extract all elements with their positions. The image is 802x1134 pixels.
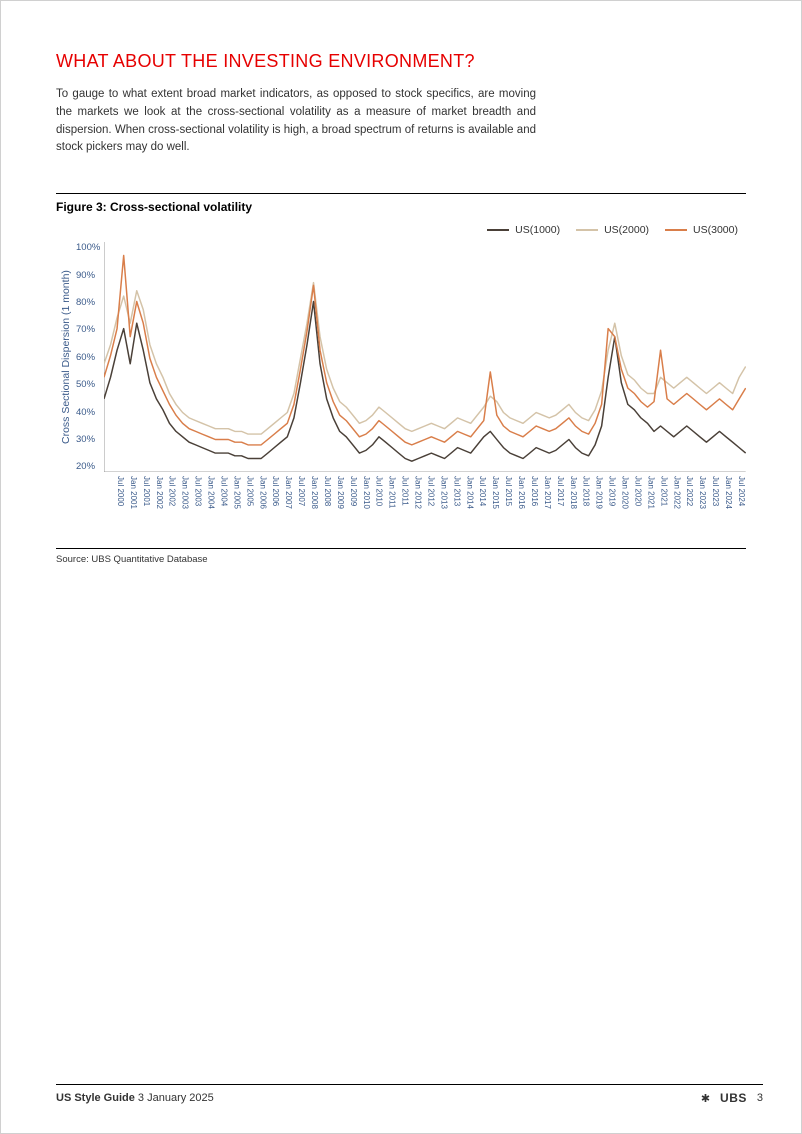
x-tick: Jul 2002	[164, 476, 177, 536]
x-tick: Jul 2011	[397, 476, 410, 536]
x-tick: Jul 2004	[216, 476, 229, 536]
x-tick: Jan 2005	[228, 476, 241, 536]
x-tick: Jan 2006	[254, 476, 267, 536]
chart-series-line	[104, 302, 746, 462]
x-tick: Jul 2023	[707, 476, 720, 536]
footer-right: ✱ UBS 3	[701, 1091, 763, 1105]
x-tick: Jul 2003	[190, 476, 203, 536]
x-tick: Jul 2007	[293, 476, 306, 536]
x-tick: Jan 2007	[280, 476, 293, 536]
section-heading: WHAT ABOUT THE INVESTING ENVIRONMENT?	[56, 51, 746, 72]
x-tick: Jan 2019	[591, 476, 604, 536]
x-tick: Jul 2018	[578, 476, 591, 536]
legend-swatch	[665, 229, 687, 231]
x-tick: Jul 2000	[112, 476, 125, 536]
x-tick: Jan 2020	[617, 476, 630, 536]
x-tick: Jan 2016	[513, 476, 526, 536]
ubs-keys-icon: ✱	[701, 1092, 710, 1105]
y-tick: 60%	[76, 352, 100, 363]
x-tick: Jan 2024	[720, 476, 733, 536]
y-tick: 20%	[76, 461, 100, 472]
page-footer: US Style Guide 3 January 2025 ✱ UBS 3	[56, 1084, 763, 1105]
x-tick: Jan 2018	[565, 476, 578, 536]
y-tick: 50%	[76, 379, 100, 390]
x-tick: Jan 2013	[435, 476, 448, 536]
chart-container: US(1000) US(2000) US(3000) Cross Sectional…	[56, 224, 746, 536]
y-tick: 70%	[76, 324, 100, 335]
footer-left: US Style Guide 3 January 2025	[56, 1092, 214, 1104]
chart-plot	[104, 242, 746, 472]
x-tick: Jul 2017	[552, 476, 565, 536]
source-divider	[56, 548, 746, 549]
x-tick: Jan 2008	[306, 476, 319, 536]
legend-swatch	[487, 229, 509, 231]
x-tick: Jul 2006	[267, 476, 280, 536]
x-tick: Jul 2001	[138, 476, 151, 536]
x-tick: Jan 2017	[539, 476, 552, 536]
x-tick: Jan 2014	[461, 476, 474, 536]
figure-title: Figure 3: Cross-sectional volatility	[56, 193, 746, 214]
chart-source: Source: UBS Quantitative Database	[56, 554, 746, 565]
x-tick: Jul 2005	[241, 476, 254, 536]
body-paragraph: To gauge to what extent broad market ind…	[56, 86, 536, 157]
y-tick: 40%	[76, 407, 100, 418]
legend-label: US(1000)	[515, 224, 560, 236]
x-tick: Jan 2012	[410, 476, 423, 536]
y-tick: 90%	[76, 270, 100, 281]
chart-series-line	[104, 256, 746, 445]
x-tick: Jan 2022	[668, 476, 681, 536]
y-axis-ticks: 100% 90% 80% 70% 60% 50% 40% 30% 20%	[72, 242, 104, 472]
x-tick: Jan 2001	[125, 476, 138, 536]
legend-label: US(2000)	[604, 224, 649, 236]
legend-item: US(3000)	[665, 224, 738, 236]
x-tick: Jul 2012	[423, 476, 436, 536]
legend-label: US(3000)	[693, 224, 738, 236]
x-tick: Jul 2008	[319, 476, 332, 536]
y-tick: 80%	[76, 297, 100, 308]
x-tick: Jul 2020	[630, 476, 643, 536]
x-tick: Jan 2023	[694, 476, 707, 536]
x-tick: Jan 2003	[177, 476, 190, 536]
page-number: 3	[757, 1092, 763, 1104]
x-tick: Jul 2019	[604, 476, 617, 536]
x-tick: Jul 2024	[733, 476, 746, 536]
legend-item: US(2000)	[576, 224, 649, 236]
x-tick: Jan 2009	[332, 476, 345, 536]
x-tick: Jul 2021	[655, 476, 668, 536]
x-tick: Jan 2021	[642, 476, 655, 536]
y-axis-label: Cross Sectional Dispersion (1 month)	[56, 242, 72, 472]
x-tick: Jan 2002	[151, 476, 164, 536]
x-axis-ticks: Jul 2000Jan 2001Jul 2001Jan 2002Jul 2002…	[112, 476, 746, 536]
brand-logo: UBS	[720, 1091, 747, 1105]
x-tick: Jan 2015	[487, 476, 500, 536]
x-tick: Jul 2013	[448, 476, 461, 536]
legend-item: US(1000)	[487, 224, 560, 236]
x-tick: Jul 2009	[345, 476, 358, 536]
chart-series-line	[104, 283, 746, 435]
x-tick: Jul 2015	[500, 476, 513, 536]
x-tick: Jan 2004	[203, 476, 216, 536]
footer-date-text: 3 January 2025	[138, 1092, 214, 1104]
x-tick: Jul 2010	[371, 476, 384, 536]
x-tick: Jan 2010	[358, 476, 371, 536]
x-tick: Jul 2016	[526, 476, 539, 536]
y-tick: 30%	[76, 434, 100, 445]
chart-legend: US(1000) US(2000) US(3000)	[56, 224, 746, 236]
footer-title: US Style Guide	[56, 1092, 135, 1104]
x-tick: Jul 2022	[681, 476, 694, 536]
x-tick: Jul 2014	[474, 476, 487, 536]
y-tick: 100%	[76, 242, 100, 253]
legend-swatch	[576, 229, 598, 231]
x-tick: Jan 2011	[384, 476, 397, 536]
